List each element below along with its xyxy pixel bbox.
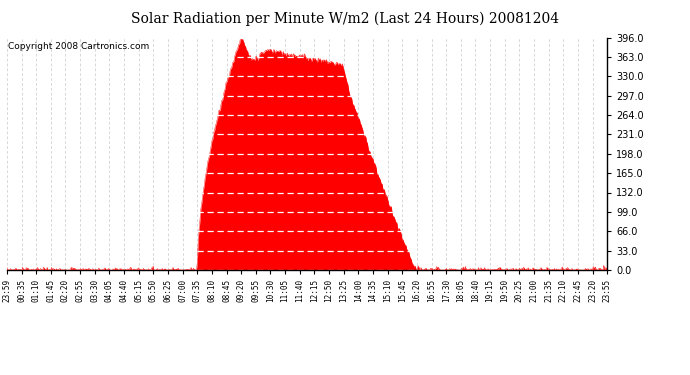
- Text: Copyright 2008 Cartronics.com: Copyright 2008 Cartronics.com: [8, 42, 149, 51]
- Text: Solar Radiation per Minute W/m2 (Last 24 Hours) 20081204: Solar Radiation per Minute W/m2 (Last 24…: [131, 11, 559, 26]
